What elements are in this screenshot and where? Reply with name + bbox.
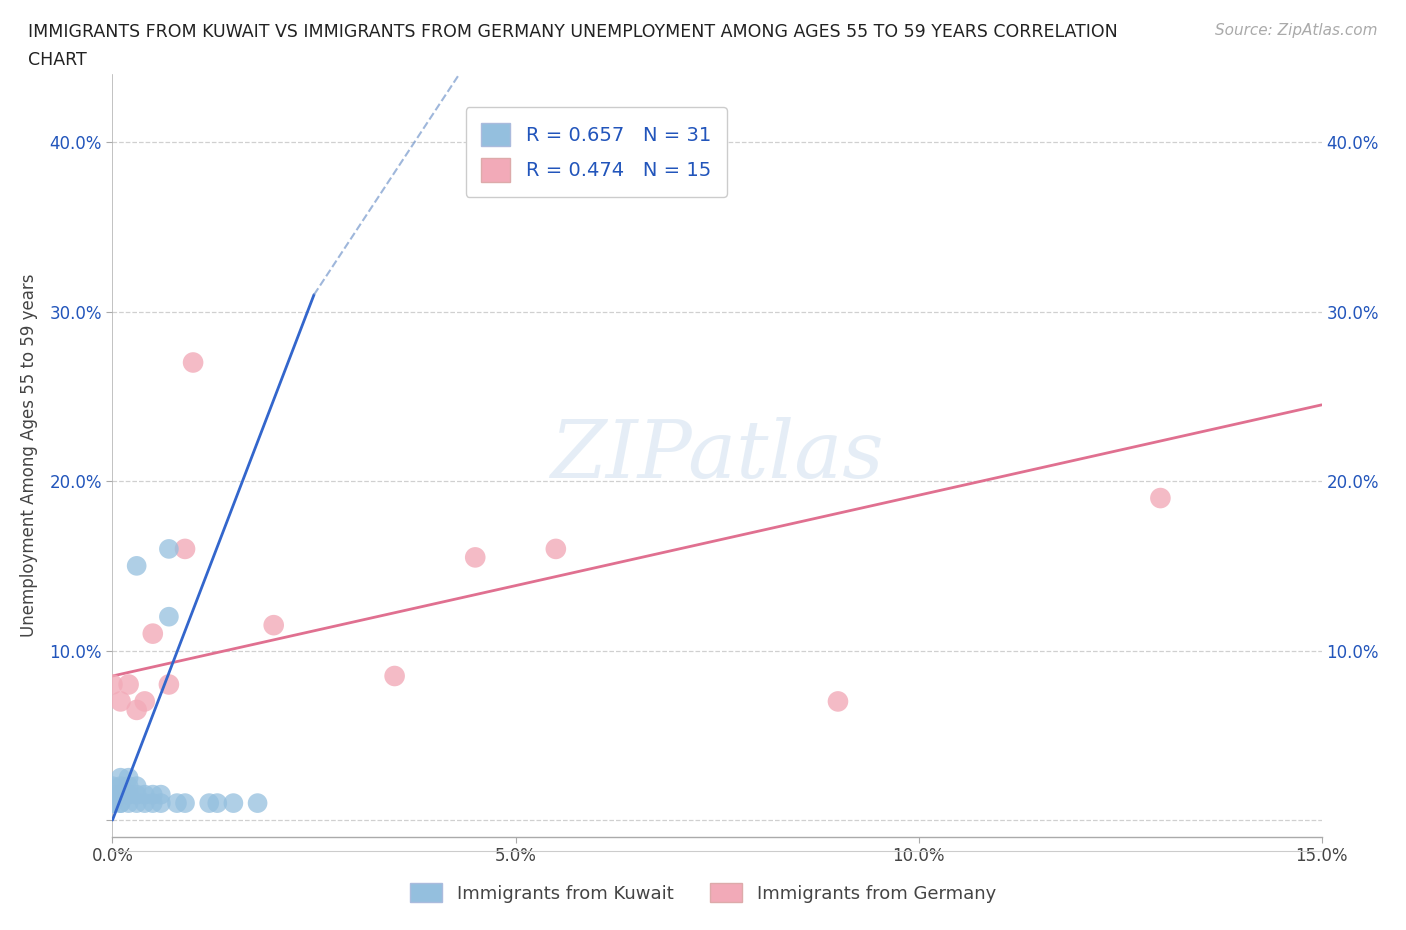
- Point: [384, 669, 406, 684]
- Point: [101, 787, 124, 802]
- Point: [142, 787, 165, 802]
- Point: [222, 796, 245, 811]
- Point: [181, 355, 204, 370]
- Point: [125, 796, 148, 811]
- Point: [117, 787, 139, 802]
- Point: [134, 796, 156, 811]
- Point: [110, 694, 132, 709]
- Point: [157, 609, 180, 624]
- Point: [544, 541, 567, 556]
- Point: [149, 787, 172, 802]
- Point: [149, 796, 172, 811]
- Point: [101, 796, 124, 811]
- Y-axis label: Unemployment Among Ages 55 to 59 years: Unemployment Among Ages 55 to 59 years: [21, 274, 38, 637]
- Point: [110, 770, 132, 785]
- Point: [263, 618, 285, 632]
- Point: [125, 702, 148, 717]
- Point: [101, 796, 124, 811]
- Point: [117, 778, 139, 793]
- Text: Source: ZipAtlas.com: Source: ZipAtlas.com: [1215, 23, 1378, 38]
- Point: [134, 787, 156, 802]
- Point: [142, 796, 165, 811]
- Point: [125, 787, 148, 802]
- Text: IMMIGRANTS FROM KUWAIT VS IMMIGRANTS FROM GERMANY UNEMPLOYMENT AMONG AGES 55 TO : IMMIGRANTS FROM KUWAIT VS IMMIGRANTS FRO…: [28, 23, 1118, 41]
- Point: [166, 796, 188, 811]
- Point: [101, 778, 124, 793]
- Point: [134, 694, 156, 709]
- Legend: R = 0.657   N = 31, R = 0.474   N = 15: R = 0.657 N = 31, R = 0.474 N = 15: [465, 107, 727, 197]
- Point: [125, 558, 148, 573]
- Point: [174, 796, 197, 811]
- Point: [464, 550, 486, 565]
- Point: [157, 677, 180, 692]
- Point: [110, 796, 132, 811]
- Point: [207, 796, 229, 811]
- Point: [101, 677, 124, 692]
- Point: [110, 778, 132, 793]
- Point: [174, 541, 197, 556]
- Point: [827, 694, 849, 709]
- Text: CHART: CHART: [28, 51, 87, 69]
- Point: [1149, 491, 1171, 506]
- Point: [157, 541, 180, 556]
- Point: [246, 796, 269, 811]
- Legend: Immigrants from Kuwait, Immigrants from Germany: Immigrants from Kuwait, Immigrants from …: [401, 874, 1005, 911]
- Point: [198, 796, 221, 811]
- Point: [117, 796, 139, 811]
- Point: [110, 787, 132, 802]
- Point: [110, 796, 132, 811]
- Point: [117, 677, 139, 692]
- Point: [142, 626, 165, 641]
- Point: [117, 770, 139, 785]
- Point: [125, 778, 148, 793]
- Text: ZIPatlas: ZIPatlas: [550, 417, 884, 495]
